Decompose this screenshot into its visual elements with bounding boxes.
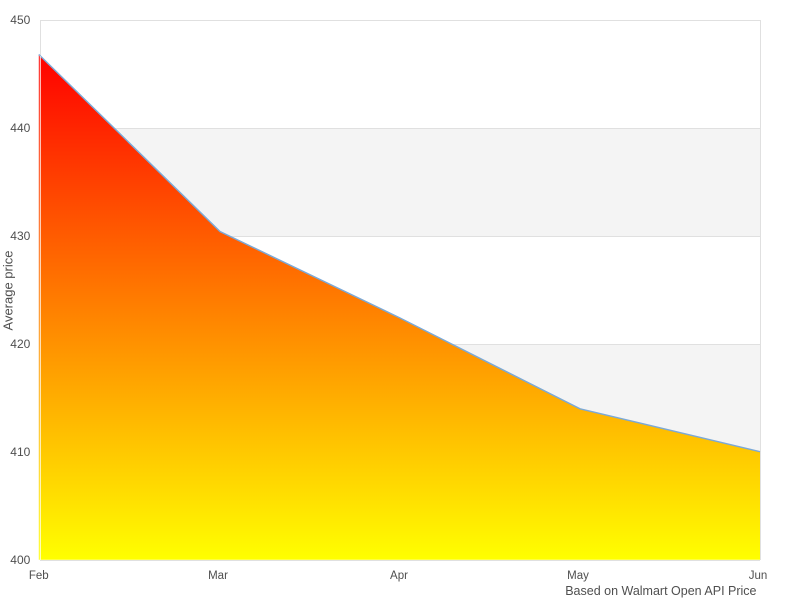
svg-text:Apr: Apr [390, 570, 408, 582]
svg-text:450: 450 [10, 13, 30, 27]
svg-text:430: 430 [10, 229, 30, 243]
svg-text:420: 420 [10, 337, 30, 351]
svg-text:Feb: Feb [29, 570, 49, 582]
svg-text:400: 400 [10, 553, 30, 567]
svg-text:May: May [567, 570, 589, 582]
svg-text:Average price: Average price [1, 251, 16, 331]
svg-text:Mar: Mar [208, 570, 228, 582]
svg-text:Jun: Jun [749, 570, 768, 582]
svg-text:Based on Walmart Open API Pric: Based on Walmart Open API Price [565, 584, 756, 598]
svg-text:410: 410 [10, 445, 30, 459]
svg-text:440: 440 [10, 121, 30, 135]
